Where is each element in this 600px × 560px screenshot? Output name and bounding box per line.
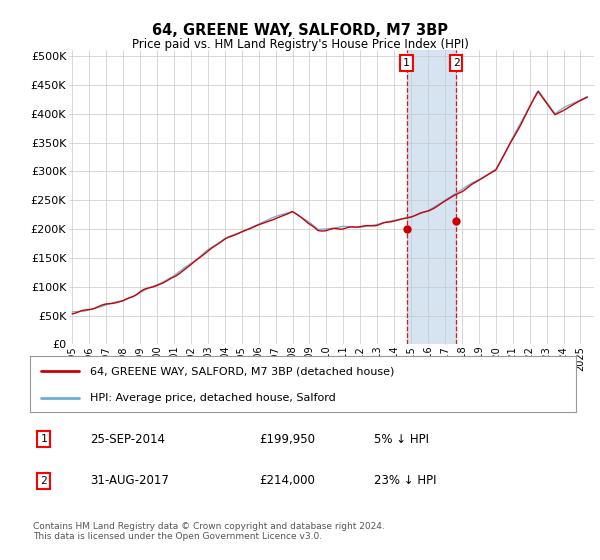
Text: 64, GREENE WAY, SALFORD, M7 3BP: 64, GREENE WAY, SALFORD, M7 3BP xyxy=(152,24,448,38)
Text: 64, GREENE WAY, SALFORD, M7 3BP (detached house): 64, GREENE WAY, SALFORD, M7 3BP (detache… xyxy=(90,366,394,376)
Text: 23% ↓ HPI: 23% ↓ HPI xyxy=(374,474,436,487)
Text: 1: 1 xyxy=(40,434,47,444)
Text: Price paid vs. HM Land Registry's House Price Index (HPI): Price paid vs. HM Land Registry's House … xyxy=(131,38,469,52)
Text: 5% ↓ HPI: 5% ↓ HPI xyxy=(374,432,429,446)
Text: Contains HM Land Registry data © Crown copyright and database right 2024.
This d: Contains HM Land Registry data © Crown c… xyxy=(33,522,385,542)
Text: 1: 1 xyxy=(403,58,410,68)
Bar xyxy=(407,50,456,344)
Text: £214,000: £214,000 xyxy=(259,474,315,487)
Text: 25-SEP-2014: 25-SEP-2014 xyxy=(90,432,165,446)
Text: 2: 2 xyxy=(40,476,47,486)
Text: HPI: Average price, detached house, Salford: HPI: Average price, detached house, Salf… xyxy=(90,393,336,403)
Text: £199,950: £199,950 xyxy=(259,432,316,446)
Text: 2: 2 xyxy=(453,58,460,68)
Text: 31-AUG-2017: 31-AUG-2017 xyxy=(90,474,169,487)
